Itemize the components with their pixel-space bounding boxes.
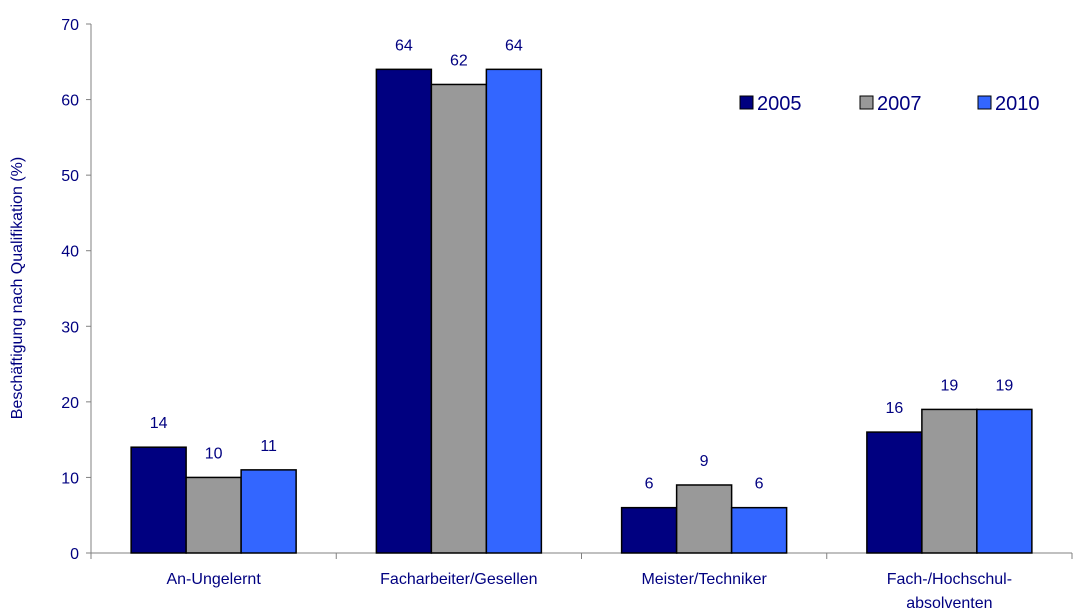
y-tick-label: 50	[61, 168, 79, 185]
bar	[240, 469, 297, 554]
bar	[185, 476, 242, 554]
bar	[921, 408, 978, 554]
y-axis: 0 10 20 30 40 50 60 70	[61, 17, 92, 563]
data-label: 6	[755, 476, 764, 493]
bar	[976, 408, 1033, 554]
bar	[620, 506, 678, 554]
x-axis: An-Ungelernt Facharbeiter/Gesellen Meister…	[90, 552, 1073, 612]
data-label: 9	[700, 453, 709, 470]
legend-swatch	[739, 95, 754, 110]
y-tick-label: 20	[61, 395, 79, 412]
y-axis-title: Beschäftigung nach Qualifikation (%)	[9, 157, 26, 419]
legend-label: 2005	[757, 93, 802, 115]
x-tick-label: Facharbeiter/Gesellen	[380, 571, 537, 588]
y-tick-label: 0	[70, 546, 79, 563]
bar	[130, 446, 187, 554]
bar	[430, 83, 488, 554]
legend-label: 2007	[877, 93, 922, 115]
bar	[375, 68, 433, 554]
x-tick-label: Meister/Techniker	[641, 571, 767, 588]
legend-label: 2010	[995, 93, 1040, 115]
data-label: 64	[505, 37, 523, 54]
data-label: 14	[150, 415, 168, 432]
legend-swatch	[859, 95, 874, 110]
legend-swatch	[977, 95, 992, 110]
data-label: 19	[940, 377, 958, 394]
x-tick-label: Fach-/Hochschul-absolventen	[887, 571, 1012, 612]
data-label: 64	[395, 37, 413, 54]
y-tick-label: 40	[61, 244, 79, 261]
data-label: 11	[260, 438, 277, 455]
data-label: 10	[205, 445, 223, 462]
x-tick-label: An-Ungelernt	[166, 571, 261, 588]
bar	[675, 484, 733, 554]
y-tick-label: 10	[61, 470, 79, 487]
bar	[485, 68, 543, 554]
y-tick-label: 70	[61, 17, 79, 34]
bar	[866, 431, 923, 554]
y-tick-label: 30	[61, 319, 79, 336]
y-tick-label: 60	[61, 93, 79, 110]
data-label: 62	[450, 52, 468, 69]
bar	[730, 506, 788, 554]
legend: 2005 2007 2010	[739, 93, 1040, 115]
bars	[130, 68, 1033, 554]
data-label: 16	[885, 400, 903, 417]
data-labels: 14 64 6 16 10 62 9 19 11 64 6 19	[150, 37, 1014, 492]
data-label: 6	[645, 476, 654, 493]
data-label: 19	[995, 377, 1013, 394]
